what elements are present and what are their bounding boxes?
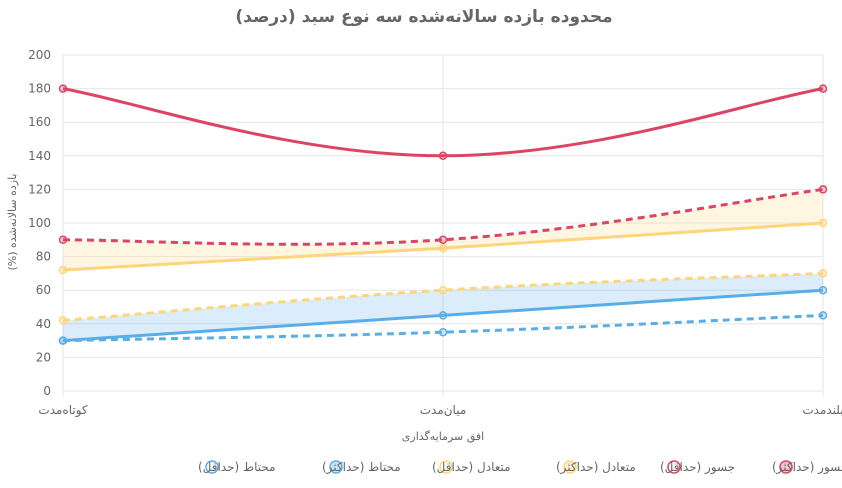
y-tick-label: 100: [28, 216, 51, 230]
legend-item: محتاط (حداکثر): [322, 460, 401, 475]
series-line: [62, 87, 824, 158]
data-point: [818, 185, 828, 194]
legend-swatch: [563, 460, 577, 474]
data-point: [58, 316, 68, 325]
data-point: [58, 336, 68, 345]
legend-swatch: [667, 460, 681, 474]
area-fill: [63, 189, 823, 271]
data-point: [818, 269, 828, 278]
legend-item: جسور (حداکثر): [772, 460, 842, 475]
area-fill: [63, 273, 823, 341]
legend-item: جسور (حداقل): [660, 460, 735, 475]
area-fills: [63, 189, 823, 341]
y-tick-label: 20: [36, 350, 51, 364]
y-tick-label: 80: [36, 250, 51, 264]
data-point: [438, 285, 448, 295]
legend-label: متعادل (حداقل): [432, 460, 511, 474]
chart-title: محدوده بازده سالانه‌شده سه نوع سبد (درصد…: [235, 7, 612, 27]
data-point: [58, 235, 68, 245]
series-line: [62, 288, 824, 343]
x-axis: کوتاه‌مدت میان‌مدت بلندمدت: [38, 403, 842, 418]
data-point: [438, 243, 448, 253]
y-tick-label: 60: [36, 283, 51, 297]
data-point: [438, 311, 448, 320]
legend-swatch: [329, 460, 343, 474]
legend-swatch: [779, 460, 793, 474]
legend-label: متعادل (حداکثر): [556, 460, 636, 475]
y-tick-label: 120: [28, 182, 51, 196]
legend-item: متعادل (حداکثر): [556, 460, 636, 475]
data-point: [438, 235, 448, 245]
y-axis: 0 20 40 60 80 100 120 140 160 180 200: [28, 48, 51, 398]
x-axis-title: افق سرمایه‌گذاری: [402, 430, 484, 444]
series-points: [58, 84, 828, 345]
data-point: [438, 151, 448, 161]
legend-swatch: [439, 460, 453, 474]
x-tick-label: بلندمدت: [802, 403, 842, 417]
data-point: [58, 265, 68, 275]
y-tick-label: 40: [36, 317, 51, 331]
data-point: [818, 84, 828, 93]
data-point: [818, 311, 828, 320]
legend-item: متعادل (حداقل): [432, 460, 511, 474]
legend-label: جسور (حداقل): [660, 460, 735, 475]
legend-item: محتاط (حداقل): [198, 460, 276, 474]
y-tick-label: 200: [28, 48, 51, 62]
y-tick-label: 140: [28, 149, 51, 163]
y-tick-label: 180: [28, 82, 51, 96]
series-lines: [62, 87, 824, 343]
data-point: [818, 218, 828, 228]
legend-label: جسور (حداکثر): [772, 460, 842, 475]
series-line: [62, 221, 824, 272]
data-point: [58, 84, 68, 93]
legend-label: محتاط (حداقل): [198, 460, 276, 474]
x-tick-label: کوتاه‌مدت: [38, 403, 88, 418]
legend-swatch: [205, 460, 219, 474]
x-tick-label: میان‌مدت: [420, 403, 467, 417]
y-tick-label: 0: [43, 384, 51, 398]
data-point: [818, 285, 828, 295]
legend-label: محتاط (حداکثر): [322, 460, 401, 475]
y-axis-title: بازده سالانه‌شده (%): [6, 174, 19, 271]
y-tick-label: 160: [28, 115, 51, 129]
data-point: [438, 327, 448, 337]
legend: جسور (حداکثر) جسور (حداقل) متعادل (حداکثر)…: [198, 460, 842, 475]
